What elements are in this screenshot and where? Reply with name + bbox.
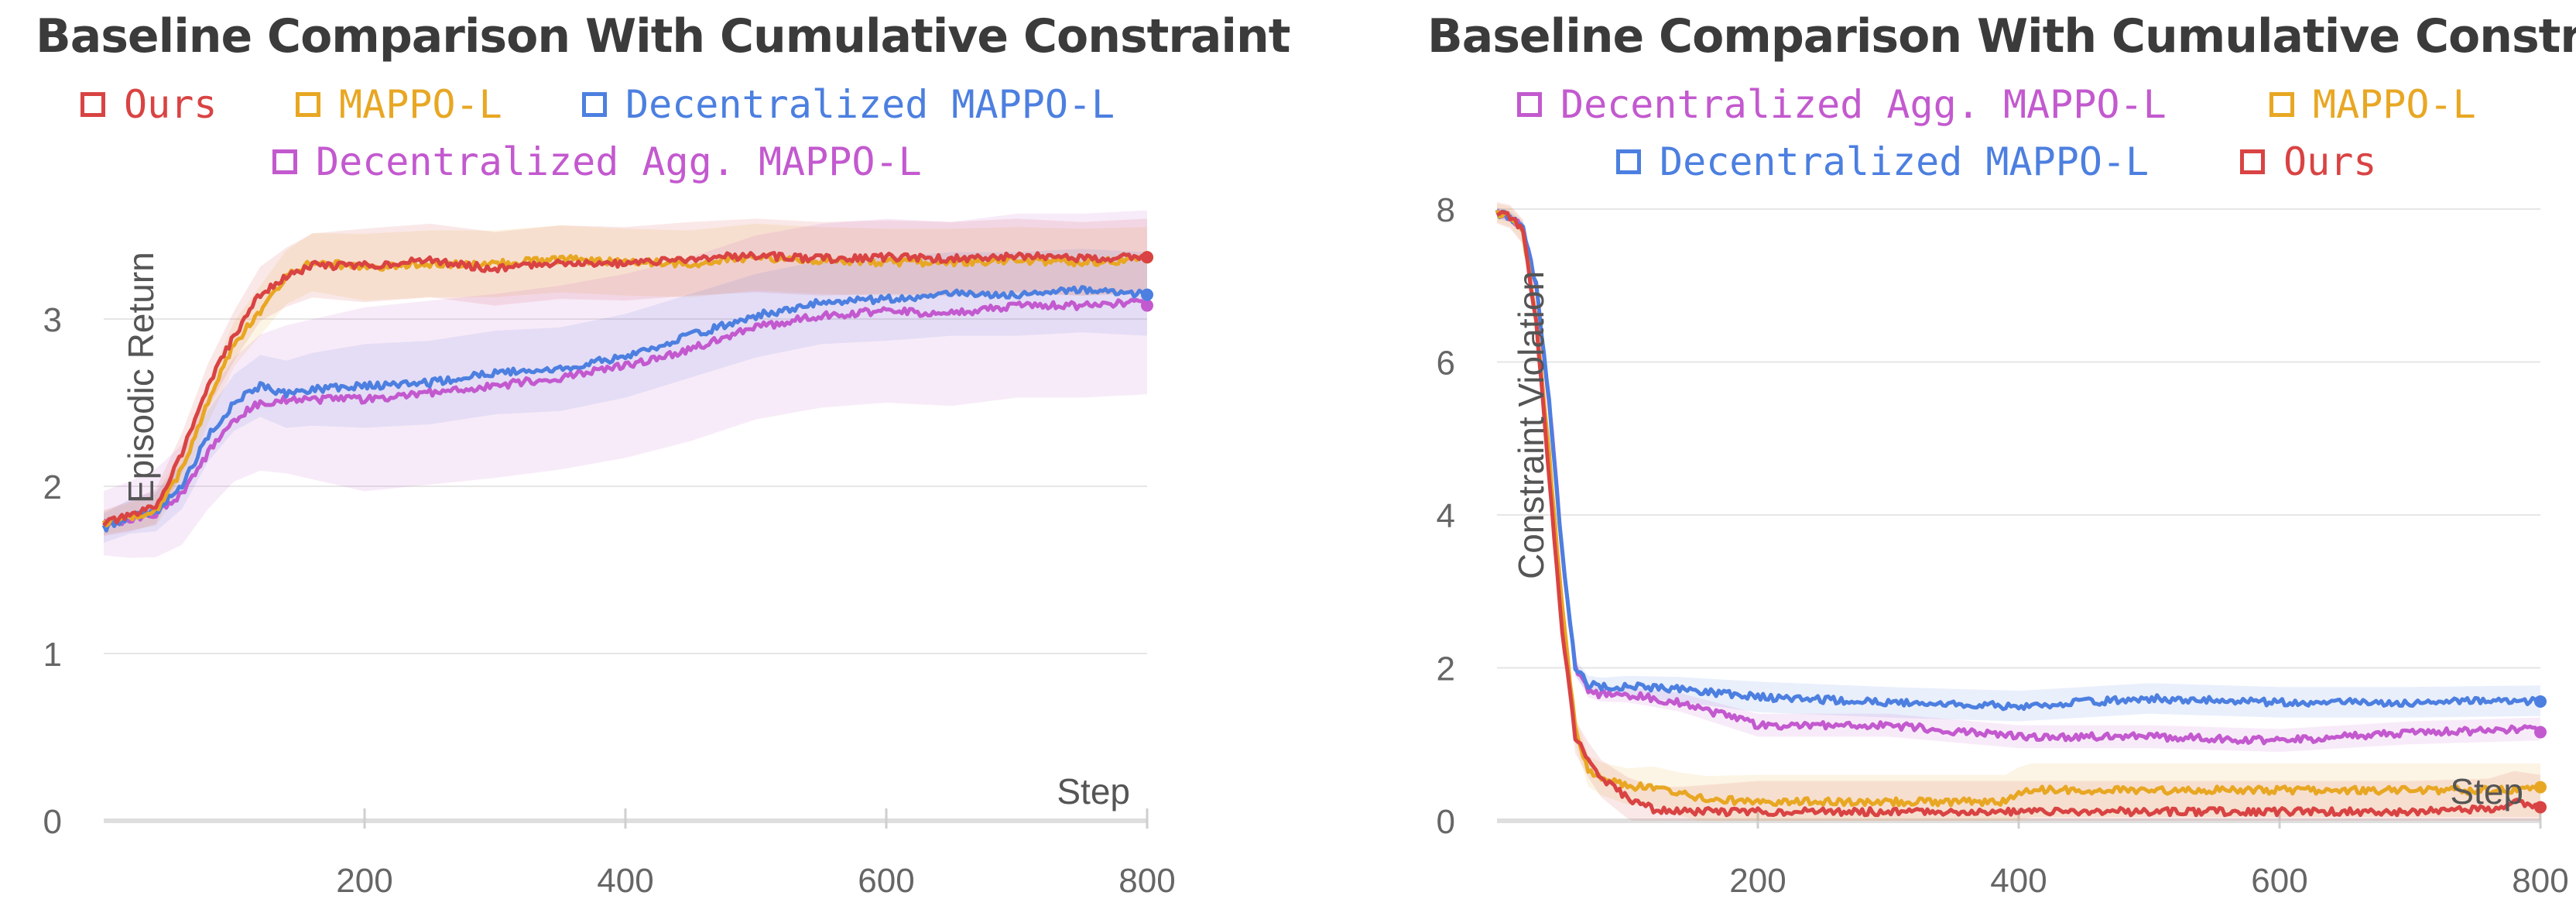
legend-label: MAPPO-L — [2313, 82, 2476, 127]
legend-item-decentralized-mappo-l[interactable]: Decentralized MAPPO-L — [582, 77, 1115, 132]
legend-label: MAPPO-L — [339, 82, 502, 127]
legend-item-decentralized-agg-mappo-l[interactable]: Decentralized Agg. MAPPO-L — [272, 135, 922, 189]
legend-item-decentralized-agg-mappo-l[interactable]: Decentralized Agg. MAPPO-L — [1517, 77, 2167, 132]
legend-swatch — [296, 91, 320, 117]
legend-swatch — [80, 91, 105, 117]
series-end-marker — [2534, 781, 2547, 794]
x-tick-label: 600 — [2251, 862, 2307, 900]
confidence-band — [104, 218, 1147, 537]
x-axis-label: Step — [1057, 771, 1130, 811]
legend-swatch — [2269, 91, 2294, 117]
legend-item-ours[interactable]: Ours — [80, 77, 217, 132]
legend-item-mappo-l[interactable]: MAPPO-L — [296, 77, 502, 132]
series-end-marker — [1141, 251, 1153, 264]
chart-legend: Decentralized Agg. MAPPO-L MAPPO-L Decen… — [1288, 77, 2576, 201]
chart-panel-return: Baseline Comparison With Cumulative Cons… — [0, 9, 1290, 900]
legend-swatch — [1616, 149, 1641, 174]
x-tick-label: 400 — [597, 862, 653, 900]
y-tick-label: 4 — [1437, 497, 1455, 535]
x-tick-label: 800 — [1118, 862, 1175, 900]
plot-area: 0 1 2 3 200 400 600 800 Step Episodic Return — [43, 210, 1176, 900]
legend-item-ours[interactable]: Ours — [2240, 135, 2376, 189]
legend-label: Decentralized Agg. MAPPO-L — [1560, 82, 2167, 127]
chart-panel-violation: Baseline Comparison With Cumulative Cons… — [1288, 0, 2576, 923]
series-end-marker — [1141, 299, 1153, 312]
x-tick-label: 400 — [1990, 862, 2047, 900]
series-line — [102, 251, 1149, 527]
series-line — [1495, 210, 2542, 818]
chart-legend: Ours MAPPO-L Decentralized MAPPO-L Decen… — [0, 77, 1288, 201]
legend-label: Decentralized MAPPO-L — [1660, 139, 2150, 184]
legend-swatch — [1517, 91, 1542, 117]
y-tick-label: 3 — [43, 301, 62, 339]
series-line — [1495, 209, 2542, 712]
chart-title: Baseline Comparison With Cumulative Cons… — [1427, 9, 2576, 63]
legend-item-decentralized-mappo-l[interactable]: Decentralized MAPPO-L — [1616, 135, 2149, 189]
y-tick-label: 0 — [1437, 803, 1455, 841]
series-line — [101, 252, 1149, 528]
legend-label: Ours — [2283, 139, 2377, 184]
y-axis-label: Episodic Return — [121, 252, 161, 503]
chart-title: Baseline Comparison With Cumulative Cons… — [36, 9, 1290, 63]
series-line — [101, 285, 1149, 533]
plot-area: 0 2 4 6 8 200 400 600 800 Step Constraint Violatio… — [1437, 191, 2569, 900]
legend-swatch — [272, 149, 297, 174]
y-tick-label: 0 — [43, 803, 62, 841]
legend-label: Decentralized Agg. MAPPO-L — [316, 139, 922, 184]
series-end-marker — [1141, 288, 1153, 301]
legend-swatch — [582, 91, 607, 117]
confidence-band — [1497, 208, 2540, 753]
legend-item-mappo-l[interactable]: MAPPO-L — [2269, 77, 2476, 132]
y-tick-label: 8 — [1437, 191, 1455, 229]
confidence-band — [104, 249, 1147, 543]
legend-swatch — [2240, 149, 2265, 174]
legend-label: Decentralized MAPPO-L — [625, 82, 1115, 127]
x-tick-label: 600 — [858, 862, 914, 900]
series-end-marker — [2534, 695, 2547, 708]
x-axis-label: Step — [2450, 771, 2523, 811]
series-line — [102, 297, 1148, 527]
y-tick-label: 2 — [1437, 650, 1455, 688]
series-line — [1495, 209, 2542, 808]
legend-label: Ours — [124, 82, 218, 127]
series-line — [1495, 208, 2541, 746]
y-tick-label: 6 — [1437, 345, 1455, 383]
confidence-band — [1497, 208, 2540, 722]
y-tick-label: 1 — [43, 636, 62, 674]
series-end-marker — [2534, 801, 2547, 814]
y-tick-label: 2 — [43, 468, 62, 506]
x-tick-label: 200 — [336, 862, 392, 900]
x-tick-label: 200 — [1729, 862, 1786, 900]
series-end-marker — [2534, 726, 2547, 739]
y-axis-label: Constraint Violation — [1511, 271, 1551, 579]
x-tick-label: 800 — [2512, 862, 2568, 900]
